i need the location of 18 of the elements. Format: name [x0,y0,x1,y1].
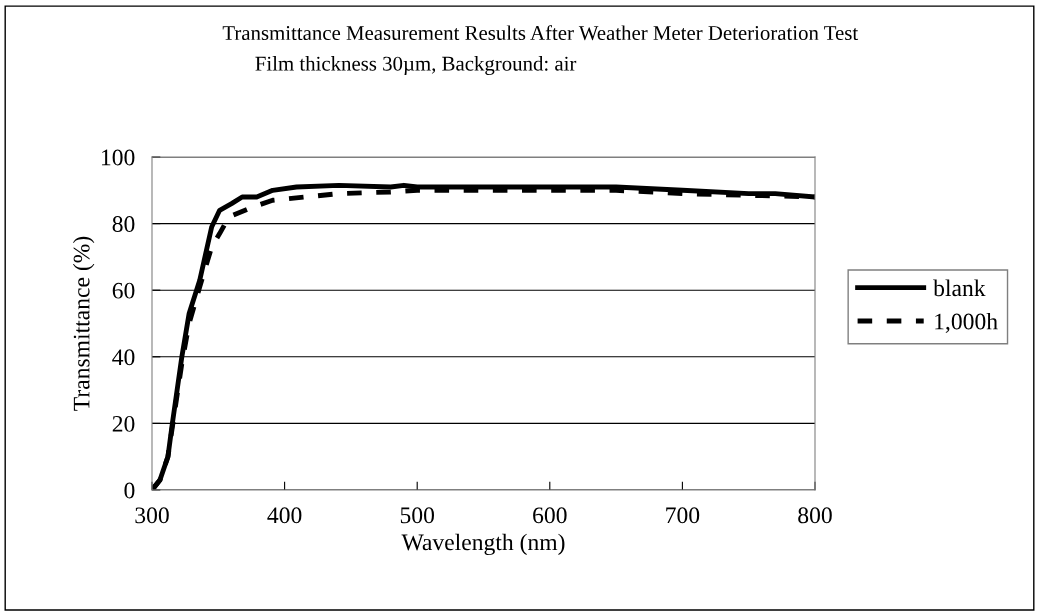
y-tick-label: 100 [101,149,135,166]
y-tick-label: 60 [112,282,135,299]
x-axis-title: Wavelength (nm) [401,533,565,556]
y-axis-title: Transmittance (%) [72,236,95,411]
x-tick-label: 300 [135,507,169,524]
legend-label: 1,000h [935,312,998,333]
x-tick-label: 600 [533,507,567,524]
chart-title: Transmittance Measurement Results After Weather Meter Deterioration Test [222,25,859,41]
y-tick-label: 40 [112,349,135,366]
x-tick-label: 800 [798,507,832,524]
y-tick-label: 20 [112,415,135,432]
x-tick-label: 400 [267,507,302,524]
chart-subtitle: Film thickness 30µm, Background: air [255,56,577,75]
legend-label: blank [933,279,986,297]
x-tick-label: 500 [400,507,435,524]
y-tick-label: 80 [112,216,135,233]
x-tick-label: 700 [666,507,700,524]
y-tick-label: 0 [124,482,135,499]
